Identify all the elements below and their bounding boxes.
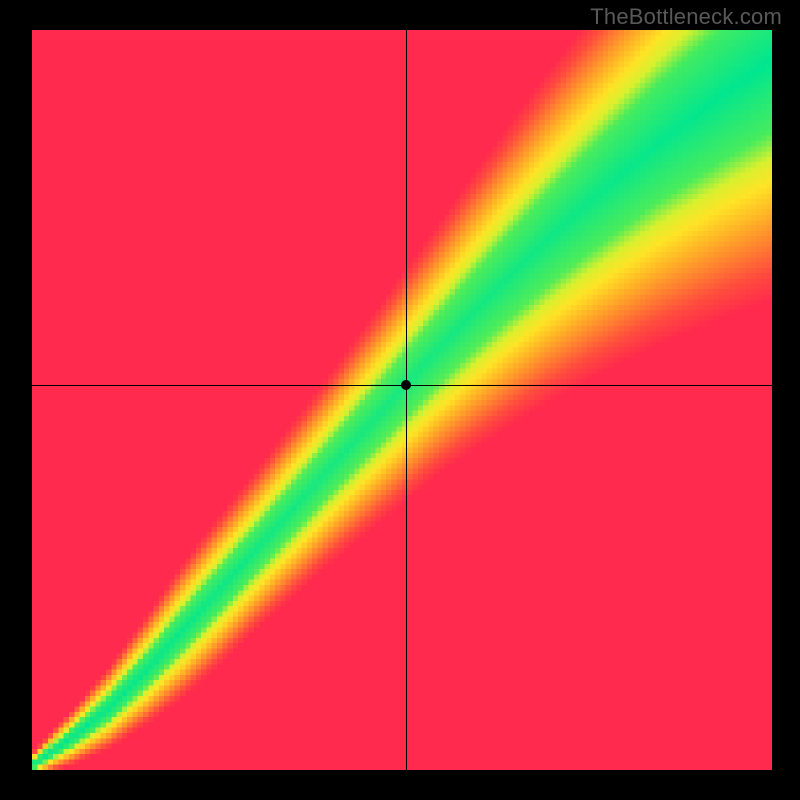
heatmap-canvas <box>32 30 772 770</box>
crosshair-marker <box>401 380 411 390</box>
heatmap-plot <box>32 30 772 770</box>
watermark: TheBottleneck.com <box>590 4 782 30</box>
crosshair-vertical <box>406 30 407 770</box>
